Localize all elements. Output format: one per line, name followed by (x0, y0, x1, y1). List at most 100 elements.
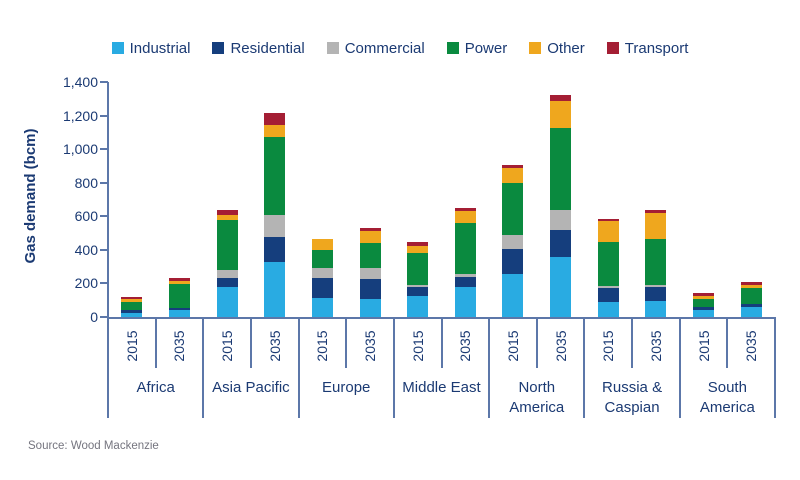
region-label-line: Asia Pacific (212, 379, 290, 396)
y-tick-label: 1,400 (62, 74, 98, 90)
bar-segment-africa-2035-other (168, 280, 190, 285)
bar-segment-europe-2015-residential (311, 278, 333, 298)
x-year-label: 2015 (504, 330, 521, 362)
region-label-line: South (707, 379, 747, 396)
legend-item-transport: Transport (606, 39, 689, 57)
bar-segment-middle-east-2035-commercial (454, 274, 476, 277)
bar-segment-europe-2035-transport (359, 228, 381, 232)
source-note: Source: Wood Mackenzie (28, 440, 159, 452)
bar-segment-middle-east-2015-commercial (407, 285, 429, 287)
bar-segment-south-america-2035-other (740, 285, 762, 289)
x-year-label: 2015 (600, 330, 617, 362)
region-label-middle-east: Middle East (394, 378, 489, 398)
bar-segment-north-america-2015-transport (502, 165, 524, 169)
bar-segment-north-america-2035-transport (550, 95, 572, 102)
bar-segment-africa-2015-other (121, 299, 143, 302)
x-year-label: 2035 (552, 330, 569, 362)
bar-segment-africa-2015-industrial (121, 312, 143, 317)
y-tick-mark (100, 181, 108, 184)
bar-segment-russia-caspian-2015-industrial (597, 301, 619, 317)
legend-item-residential: Residential (212, 40, 305, 57)
legend-swatch-transport (606, 42, 619, 54)
chart-legend: Industrial Residential Commercial Power Othe… (0, 38, 800, 58)
bar-segment-asia-pacific-2015-commercial (216, 270, 238, 278)
bar-segment-north-america-2015-residential (502, 249, 524, 275)
legend-swatch-residential (212, 42, 225, 54)
bar-segment-asia-pacific-2015-power (216, 220, 238, 270)
year-separator (345, 317, 348, 368)
bar-segment-europe-2035-other (359, 231, 381, 244)
bar-segment-africa-2035-power (168, 284, 190, 308)
y-tick-label: 1,000 (62, 141, 98, 158)
x-year-label: 2035 (647, 330, 664, 362)
region-label-north-america: North America (489, 378, 584, 419)
bar-segment-south-america-2035-transport (740, 281, 762, 286)
bar-segment-middle-east-2035-other (454, 211, 476, 223)
bar-segment-russia-caspian-2015-transport (597, 218, 619, 222)
y-tick-mark (100, 248, 108, 251)
legend-label: Transport (624, 39, 689, 57)
bar-segment-europe-2015-power (311, 249, 333, 269)
bar-segment-russia-caspian-2035-other (645, 212, 667, 239)
region-separator (297, 317, 300, 418)
y-axis-title: Gas demand (bcm) (22, 128, 39, 264)
region-label-line: Europe (322, 379, 371, 396)
bar-segment-north-america-2035-industrial (550, 257, 572, 317)
y-tick-mark (100, 215, 108, 218)
bar-segment-south-america-2015-other (693, 296, 715, 299)
region-label-line: Russia & (602, 379, 663, 396)
legend-swatch-commercial (326, 42, 339, 54)
legend-label: Commercial (344, 39, 425, 57)
bar-segment-africa-2035-industrial (168, 310, 190, 317)
legend-item-commercial: Commercial (326, 39, 425, 57)
y-axis-line (107, 82, 109, 319)
region-separator (678, 317, 681, 418)
bar-segment-europe-2015-industrial (311, 297, 333, 317)
bar-segment-south-america-2035-residential (740, 303, 762, 307)
bar-segment-africa-2015-power (121, 301, 143, 311)
bar-segment-asia-pacific-2035-industrial (264, 262, 286, 317)
y-tick-label: 600 (74, 208, 98, 225)
bar-segment-middle-east-2035-industrial (454, 286, 476, 317)
year-separator (535, 317, 538, 368)
bar-segment-middle-east-2015-other (407, 245, 429, 254)
region-separator (107, 317, 109, 418)
x-year-label: 2035 (171, 330, 188, 362)
bar-segment-asia-pacific-2035-other (264, 124, 286, 137)
bar-segment-russia-caspian-2035-industrial (645, 301, 667, 317)
region-separator (392, 317, 395, 418)
bar-segment-north-america-2035-other (550, 101, 572, 129)
x-year-label: 2035 (266, 330, 283, 362)
bar-segment-asia-pacific-2015-other (216, 215, 238, 221)
bar-segment-russia-caspian-2035-commercial (645, 285, 667, 287)
bar-segment-asia-pacific-2035-residential (264, 237, 286, 263)
bar-segment-africa-2035-residential (168, 307, 190, 311)
bar-segment-middle-east-2015-industrial (407, 296, 429, 317)
bar-segment-south-america-2035-power (740, 288, 762, 304)
bar-segment-south-america-2015-industrial (693, 310, 715, 317)
bar-segment-russia-caspian-2015-commercial (597, 285, 619, 288)
region-label-africa: Africa (108, 378, 203, 398)
bar-segment-europe-2035-industrial (359, 298, 381, 317)
region-separator (202, 317, 205, 418)
y-tick-label: 0 (90, 309, 98, 325)
bar-segment-middle-east-2015-residential (407, 286, 429, 296)
year-separator (726, 317, 729, 368)
region-separator (583, 317, 586, 418)
bar-segment-north-america-2015-other (502, 168, 524, 183)
bar-segment-asia-pacific-2035-power (264, 136, 286, 216)
y-tick-label: 200 (74, 275, 98, 292)
bar-segment-asia-pacific-2035-commercial (264, 215, 286, 238)
bar-segment-south-america-2015-power (693, 298, 715, 307)
year-separator (440, 317, 443, 368)
region-label-line: Middle East (402, 379, 481, 396)
bar-segment-north-america-2015-industrial (502, 274, 524, 317)
legend-item-industrial: Industrial (111, 40, 190, 57)
y-tick-mark (100, 114, 108, 117)
region-label-line: Caspian (604, 399, 660, 417)
x-year-label: 2015 (409, 330, 426, 362)
bar-segment-south-america-2015-transport (693, 292, 715, 296)
bar-segment-africa-2035-transport (168, 278, 190, 281)
year-separator (154, 317, 157, 368)
x-year-label: 2035 (362, 330, 379, 362)
